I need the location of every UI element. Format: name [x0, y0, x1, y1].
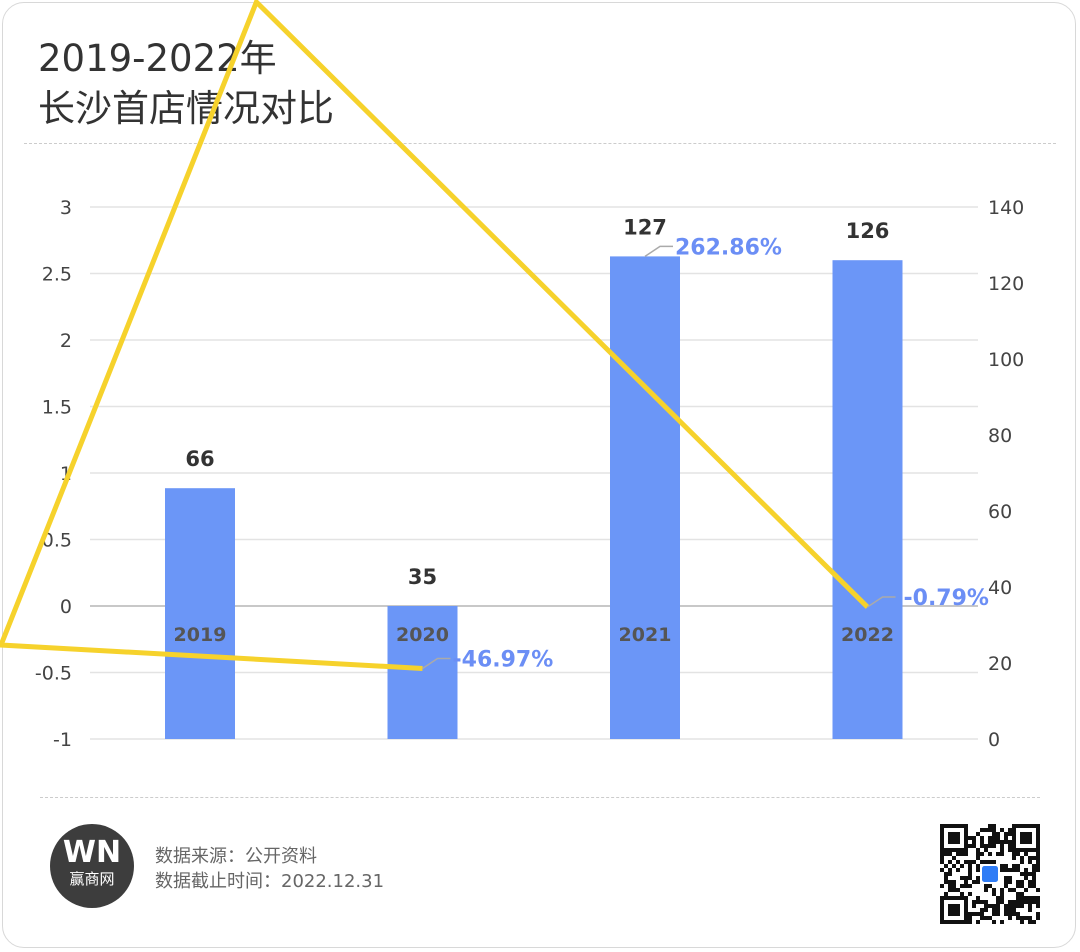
right-tick-label: 60: [988, 501, 1012, 523]
title-line-2: 长沙首店情况对比: [38, 87, 334, 130]
left-tick-label: 2: [60, 330, 72, 352]
bar-data-label: 126: [846, 219, 890, 243]
right-tick-label: 20: [988, 653, 1012, 675]
right-tick-label: 80: [988, 425, 1012, 447]
left-tick-label: 2.5: [42, 264, 72, 286]
chart: 32.521.510.50-0.5-1140120100806040200663…: [0, 0, 1024, 751]
left-tick-label: 0: [60, 596, 72, 618]
right-tick-label: 100: [988, 349, 1024, 371]
line-data-label: 262.86%: [675, 235, 782, 260]
right-tick-label: 40: [988, 577, 1012, 599]
bar-data-label: 35: [408, 565, 437, 589]
bar-2019: [165, 488, 235, 739]
bar-data-label: 66: [185, 447, 214, 471]
line-data-label: -0.79%: [904, 586, 989, 611]
right-tick-label: 0: [988, 729, 1000, 751]
line-data-label: -46.97%: [453, 647, 554, 672]
logo-mark: WN: [62, 835, 122, 870]
footer-divider: [40, 797, 1040, 798]
header-divider: [24, 143, 1056, 144]
category-label: 2020: [396, 624, 449, 646]
brand-logo: WN 赢商网: [50, 824, 134, 908]
right-tick-label: 140: [988, 197, 1024, 219]
date-text: 数据截止时间：2022.12.31: [155, 871, 385, 892]
bar-2022: [832, 260, 903, 739]
qr-code: [940, 824, 1040, 924]
bar-2020: [387, 606, 458, 739]
growth-line: [0, 0, 870, 671]
category-label: 2019: [174, 624, 227, 646]
left-tick-label: 0.5: [42, 530, 72, 552]
logo-text: 赢商网: [69, 870, 115, 888]
leader-line: [867, 596, 896, 608]
right-tick-label: 120: [988, 273, 1024, 295]
source-text: 数据来源：公开资料: [155, 846, 317, 867]
chart-title: 2019-2022年 长沙首店情况对比: [38, 34, 334, 134]
qr-logo-icon: [982, 866, 998, 882]
left-tick-label: -0.5: [35, 663, 72, 685]
bar-2021: [610, 256, 680, 739]
left-tick-label: 3: [60, 197, 72, 219]
leader-line: [422, 657, 451, 670]
leader-line: [644, 245, 673, 258]
title-line-1: 2019-2022年: [38, 37, 277, 80]
left-tick-label: 1.5: [42, 397, 72, 419]
left-tick-label: -1: [53, 729, 72, 751]
category-label: 2022: [841, 624, 894, 646]
category-label: 2021: [619, 624, 672, 646]
bar-data-label: 127: [623, 215, 667, 239]
